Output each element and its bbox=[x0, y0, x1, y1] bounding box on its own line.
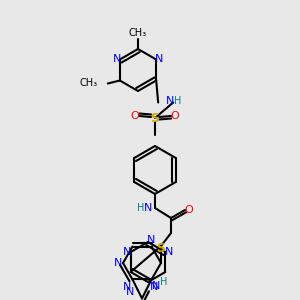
Text: H: H bbox=[175, 95, 182, 106]
Text: N: N bbox=[165, 247, 173, 257]
Text: CH₃: CH₃ bbox=[80, 79, 98, 88]
Text: N: N bbox=[112, 55, 121, 64]
Text: N: N bbox=[155, 55, 164, 64]
Text: N: N bbox=[150, 282, 158, 292]
Text: H: H bbox=[160, 277, 167, 287]
Text: N: N bbox=[125, 287, 134, 297]
Text: O: O bbox=[171, 111, 179, 121]
Text: O: O bbox=[130, 111, 140, 121]
Text: S: S bbox=[157, 242, 166, 256]
Text: N: N bbox=[166, 95, 174, 106]
Text: N: N bbox=[123, 283, 132, 292]
Text: N: N bbox=[114, 258, 122, 268]
Text: N: N bbox=[147, 235, 156, 244]
Text: O: O bbox=[184, 205, 194, 215]
Text: S: S bbox=[151, 112, 160, 124]
Text: N: N bbox=[152, 281, 161, 292]
Text: N: N bbox=[144, 203, 152, 213]
Text: N: N bbox=[122, 247, 131, 257]
Text: H: H bbox=[137, 203, 145, 213]
Text: CH₃: CH₃ bbox=[129, 28, 147, 38]
